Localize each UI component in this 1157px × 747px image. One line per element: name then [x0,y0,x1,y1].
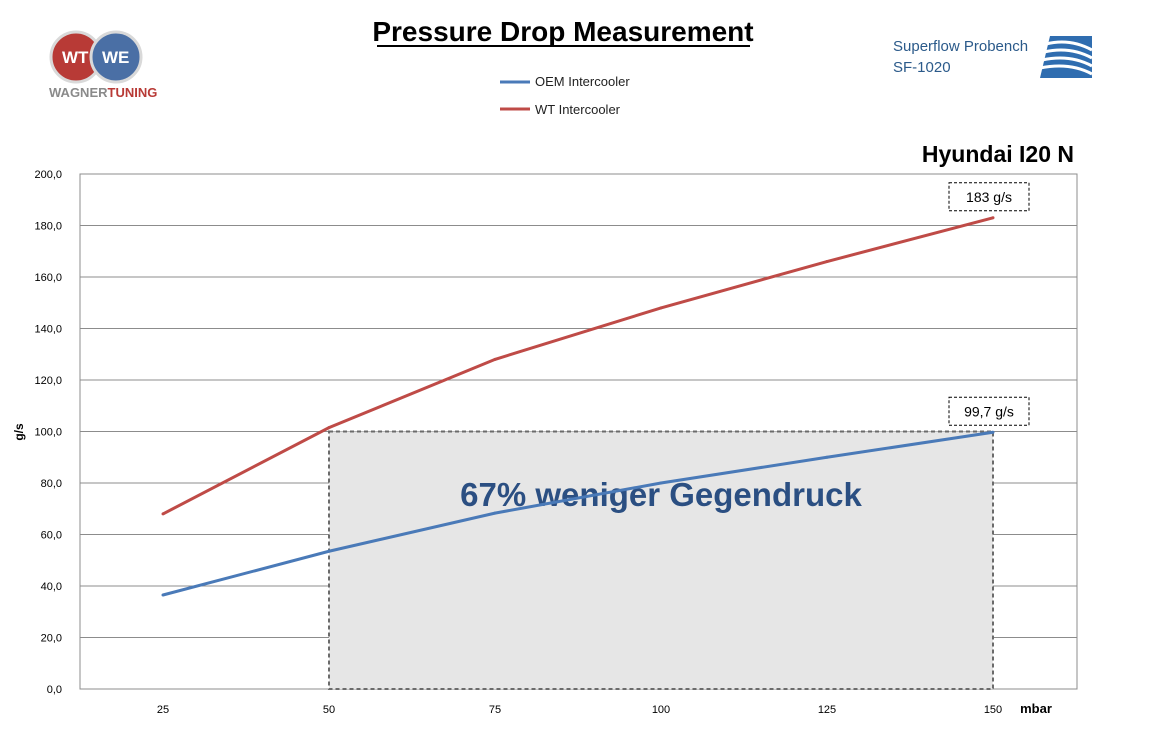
y-tick-label: 160,0 [34,272,62,284]
y-axis-ticks: 0,0 20,0 40,0 60,0 80,0 100,0 120,0 140,0 160,0 1… [34,169,62,696]
logo-mark-right: WE [102,48,129,67]
vendor-name: Superflow Probench [893,38,1028,55]
y-tick-label: 200,0 [34,169,62,181]
data-point [659,481,663,485]
data-point [493,511,497,515]
logo-text-wagner: WAGNERTUNING [49,85,157,100]
y-tick-label: 120,0 [34,375,62,387]
x-tick-label: 100 [652,704,670,716]
car-model-label: Hyundai I20 N [922,141,1074,167]
y-tick-label: 100,0 [34,427,62,439]
logo-mark-left: WT [62,48,89,67]
series-line-wt [162,216,994,516]
data-points [161,216,995,597]
y-tick-label: 180,0 [34,221,62,233]
data-point [825,260,829,264]
data-point [493,357,497,361]
y-tick-label: 140,0 [34,324,62,336]
chart-title: Pressure Drop Measurement [372,16,753,47]
data-point [991,430,995,434]
callout-box-oem-end [948,396,1030,426]
data-point [825,455,829,459]
x-tick-label: 50 [323,704,335,716]
highlight-region [328,430,994,690]
y-tick-label: 80,0 [41,478,62,490]
callout-box-wt-end [948,182,1030,212]
series-line-oem [162,430,994,597]
y-axis-label: g/s [12,423,26,441]
legend-label-wt: WT Intercooler [535,102,621,117]
x-tick-label: 25 [157,704,169,716]
data-point [327,549,331,553]
callout-oem-end: 99,7 g/s [964,403,1014,419]
vendor-model: SF-1020 [893,59,951,76]
x-tick-label: 125 [818,704,836,716]
x-tick-label: 75 [489,704,501,716]
y-tick-label: 20,0 [41,633,62,645]
data-point [991,216,995,220]
data-point [327,426,331,430]
x-axis-label: mbar [1020,701,1052,716]
y-tick-label: 60,0 [41,530,62,542]
data-point [161,512,165,516]
legend: OEM Intercooler WT Intercooler [500,74,630,117]
wagner-tuning-logo: WT WE WAGNERTUNING [49,30,157,100]
x-axis-ticks: 25 50 75 100 125 150 [157,704,1002,716]
y-tick-label: 40,0 [41,581,62,593]
superflow-logo-icon [1039,36,1093,78]
data-point [161,593,165,597]
legend-label-oem: OEM Intercooler [535,74,630,89]
x-tick-label: 150 [984,704,1002,716]
data-point [659,306,663,310]
callout-wt-end: 183 g/s [966,189,1012,205]
y-tick-label: 0,0 [47,684,62,696]
